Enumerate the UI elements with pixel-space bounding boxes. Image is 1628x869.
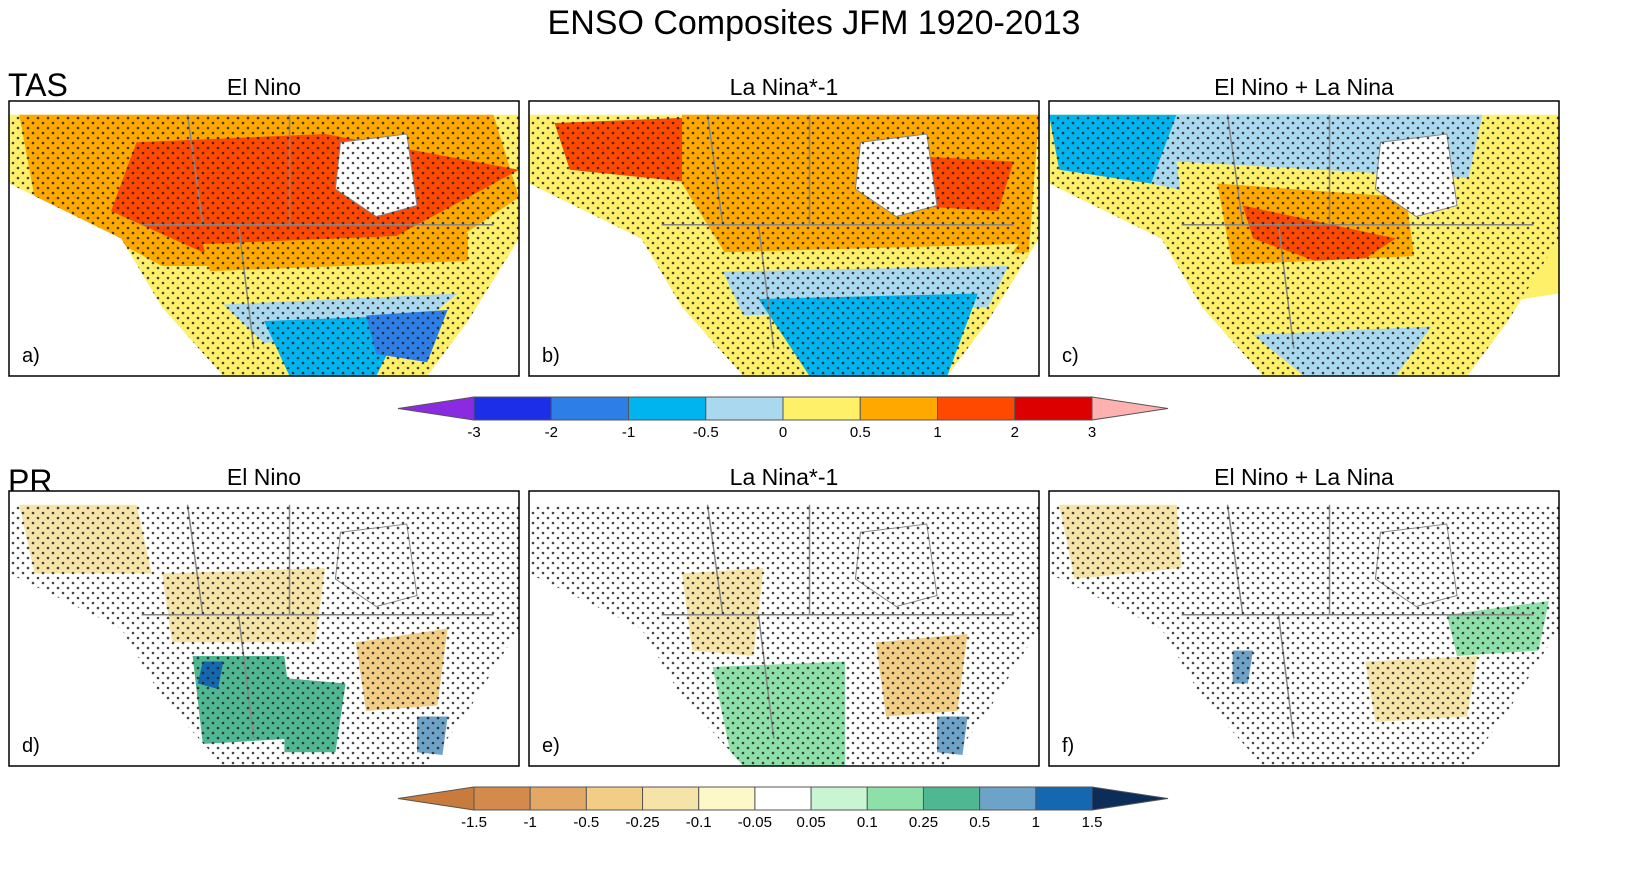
ocean — [1049, 573, 1264, 766]
stippling — [9, 504, 519, 766]
colorbar-tick-label: 0 — [779, 424, 787, 441]
ocean — [1049, 183, 1264, 376]
panel-frame — [528, 100, 1040, 377]
colorbar-swatch — [529, 786, 587, 811]
colorbar-swatch — [754, 786, 812, 811]
colorbar-low-arrow — [397, 396, 475, 421]
panel-letter: f) — [1062, 735, 1074, 757]
stippling — [529, 114, 1039, 376]
map-panel-b: La Nina*-1 b) — [528, 74, 1040, 377]
ocean — [529, 183, 744, 376]
map-panel-c: El Nino + La Nina c) — [1048, 74, 1560, 377]
colorbar-swatch — [859, 396, 938, 421]
colorbar-tick-label: -0.25 — [625, 814, 659, 831]
colorbar-swatch — [473, 396, 552, 421]
row-label-tas: TAS — [8, 67, 68, 103]
colorbar-tick-label: -0.5 — [573, 814, 599, 831]
colorbar-tas: -3 -2 -1 -0.5 0 0.5 1 2 3 — [397, 396, 1169, 441]
ocean — [9, 183, 224, 376]
colorbar-tick-label: -0.05 — [738, 814, 772, 831]
ocean — [529, 573, 744, 766]
panel-letter: c) — [1062, 345, 1079, 367]
colorbar-swatch — [1035, 786, 1093, 811]
colorbar-swatch — [810, 786, 868, 811]
panel-title: La Nina*-1 — [730, 464, 839, 490]
colorbar-tick-label: 0.5 — [850, 424, 871, 441]
stippling — [529, 504, 1039, 766]
figure-title: ENSO Composites JFM 1920-2013 — [548, 4, 1081, 42]
panel-title: La Nina*-1 — [730, 74, 839, 100]
colorbar-tick-label: 2 — [1011, 424, 1019, 441]
colorbar-tick-label: -1.5 — [461, 814, 487, 831]
stippling — [1049, 114, 1559, 376]
colorbar-pr: -1.5 -1 -0.5 -0.25 -0.1 -0.05 0.05 0.1 0.25 0.5 1 1… — [397, 786, 1169, 831]
panel-frame — [8, 490, 520, 767]
colorbar-swatch — [473, 786, 531, 811]
colorbar-tick-label: -1 — [622, 424, 635, 441]
colorbar-tick-label: 1 — [1032, 814, 1040, 831]
colorbar-swatch — [642, 786, 700, 811]
stippling — [1049, 504, 1559, 766]
colorbar-low-arrow — [397, 786, 475, 811]
panel-title: El Nino + La Nina — [1214, 74, 1394, 100]
panel-frame — [8, 100, 520, 377]
panel-letter: e) — [542, 735, 560, 757]
colorbar-tick-label: 3 — [1088, 424, 1096, 441]
colorbar-swatch — [550, 396, 629, 421]
panel-letter: a) — [22, 345, 40, 367]
colorbar-swatch — [705, 396, 784, 421]
colorbar-swatch — [1014, 396, 1093, 421]
colorbar-tick-label: 0.25 — [909, 814, 938, 831]
colorbar-high-arrow — [1091, 396, 1169, 421]
colorbar-tick-label: -0.1 — [686, 814, 712, 831]
map-panel-d: El Nino d) — [8, 464, 520, 767]
panel-letter: b) — [542, 345, 560, 367]
colorbar-tick-label: -2 — [545, 424, 558, 441]
ocean — [9, 573, 224, 766]
colorbars-group: -3 -2 -1 -0.5 0 0.5 1 2 3 -1.5 -1 -0.5 -0.25 -0.1 -0.0… — [397, 396, 1169, 831]
panels-group: El Nino a) La Nina*-1 b) El Nino + La Nina c)… — [8, 74, 1560, 767]
colorbar-tick-label: 1 — [933, 424, 941, 441]
panel-frame — [528, 490, 1040, 767]
colorbar-swatch — [979, 786, 1037, 811]
map-panel-e: La Nina*-1 e) — [528, 464, 1040, 767]
colorbar-tick-label: 0.5 — [969, 814, 990, 831]
colorbar-tick-label: -1 — [524, 814, 537, 831]
colorbar-high-arrow — [1091, 786, 1169, 811]
panel-title: El Nino + La Nina — [1214, 464, 1394, 490]
colorbar-tick-label: 0.05 — [796, 814, 825, 831]
colorbar-swatch — [628, 396, 707, 421]
map-panel-f: El Nino + La Nina f) — [1048, 464, 1560, 767]
colorbar-swatch — [937, 396, 1016, 421]
colorbar-tick-label: -3 — [467, 424, 480, 441]
stippling — [9, 114, 519, 376]
colorbar-swatch — [585, 786, 644, 811]
map-panel-a: El Nino a) — [8, 74, 520, 377]
panel-frame — [1048, 490, 1560, 767]
colorbar-swatch — [866, 786, 924, 811]
panel-title: El Nino — [227, 464, 301, 490]
panel-letter: d) — [22, 735, 40, 757]
colorbar-tick-label: -0.5 — [693, 424, 719, 441]
panel-title: El Nino — [227, 74, 301, 100]
colorbar-tick-label: 1.5 — [1082, 814, 1103, 831]
colorbar-swatch — [922, 786, 981, 811]
panel-frame — [1048, 100, 1560, 377]
colorbar-swatch — [782, 396, 861, 421]
colorbar-tick-label: 0.1 — [857, 814, 878, 831]
colorbar-swatch — [698, 786, 756, 811]
